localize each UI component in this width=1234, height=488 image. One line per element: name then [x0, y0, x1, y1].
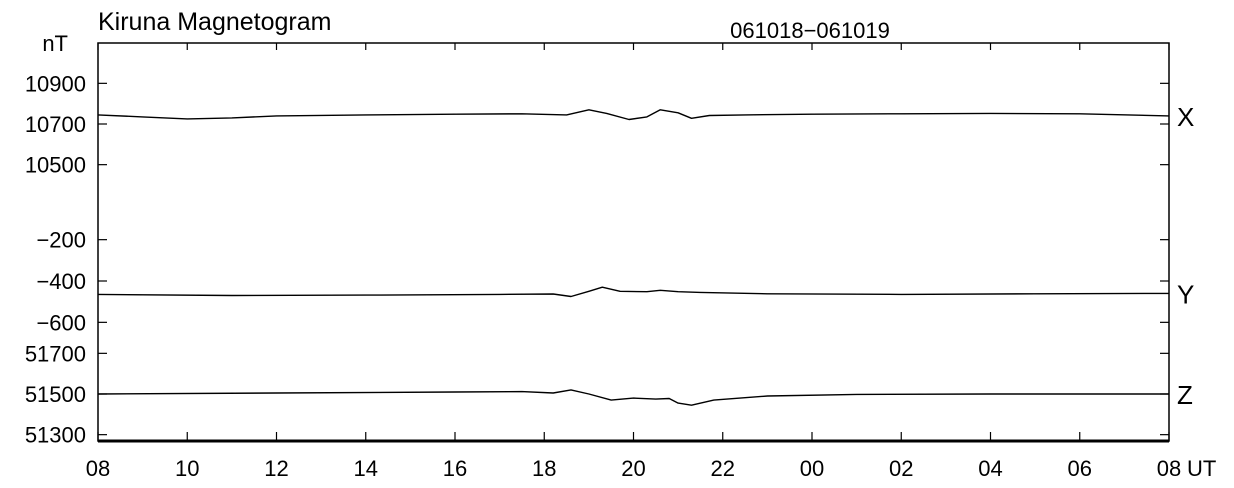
y-tick-label: −400: [36, 269, 86, 294]
x-tick-label: 08: [1157, 456, 1181, 481]
x-tick-label: 16: [443, 456, 467, 481]
y-tick-label: −600: [36, 310, 86, 335]
x-tick-label: 14: [354, 456, 378, 481]
y-tick-label: 10700: [25, 112, 86, 137]
component-label-z: Z: [1177, 380, 1193, 410]
chart-marks: 08 10 12 14 16 18 20 22 00 02 04 06 08 10900 10700 1050…: [25, 43, 1194, 481]
x-tick-label: 00: [800, 456, 824, 481]
chart-date-range: 061018−061019: [730, 18, 890, 43]
component-label-x: X: [1177, 102, 1194, 132]
component-label-y: Y: [1177, 279, 1194, 309]
x-tick-label: 04: [978, 456, 1002, 481]
chart-title: Kiruna Magnetogram: [98, 8, 331, 36]
y-tick-label: 51500: [25, 382, 86, 407]
plot-frame: [97, 42, 1170, 442]
y-tick-label: −200: [36, 228, 86, 253]
x-tick-label: 02: [889, 456, 913, 481]
series-line-x: [97, 109, 1170, 121]
x-tick-label: 20: [621, 456, 645, 481]
x-unit-label: UT: [1187, 456, 1216, 481]
series-line-y: [97, 286, 1170, 298]
x-tick-label: 06: [1068, 456, 1092, 481]
x-tick-label: 08: [86, 456, 110, 481]
y-tick-label: 51300: [25, 423, 86, 448]
series-line-z: [97, 389, 1169, 406]
x-tick-label: 12: [264, 456, 288, 481]
y-tick-label: 10900: [25, 71, 86, 96]
x-tick-label: 22: [711, 456, 735, 481]
y-unit-label: nT: [42, 31, 68, 56]
y-tick-label: 10500: [25, 153, 86, 178]
y-tick-label: 51700: [25, 341, 86, 366]
x-tick-label: 10: [175, 456, 199, 481]
x-tick-label: 18: [532, 456, 556, 481]
